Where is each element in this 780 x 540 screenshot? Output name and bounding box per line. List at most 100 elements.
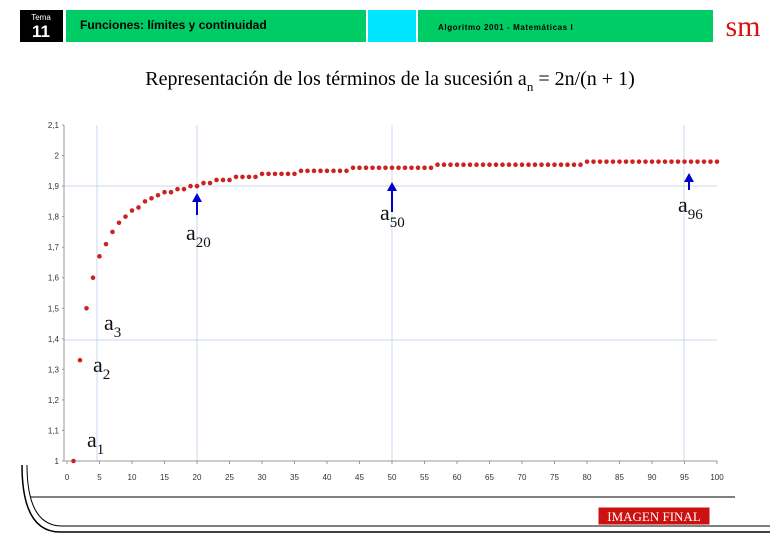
annotation-sub: 20	[196, 235, 211, 251]
y-tick-label: 2,1	[48, 121, 60, 130]
course: Algoritmo 2001 - Matemáticas I	[438, 23, 573, 32]
point	[643, 159, 648, 164]
point	[188, 183, 193, 189]
point	[123, 214, 128, 219]
point	[552, 162, 557, 168]
point	[103, 241, 109, 247]
point	[214, 177, 219, 183]
topic: Funciones: límites y continuidad	[80, 18, 267, 32]
point	[545, 162, 551, 168]
y-tick-label: 1,7	[48, 243, 60, 252]
point	[97, 254, 102, 259]
point	[84, 305, 89, 311]
point	[344, 168, 349, 174]
annotation: a96	[678, 192, 703, 223]
y-tick-label: 1,8	[48, 213, 60, 222]
tema-number: 11	[32, 22, 50, 41]
point	[409, 165, 414, 171]
point	[136, 205, 141, 210]
point	[162, 189, 167, 195]
point	[227, 177, 232, 183]
x-tick-label: 30	[258, 473, 267, 482]
point	[110, 229, 115, 235]
point	[77, 357, 83, 363]
point	[487, 162, 492, 168]
point	[181, 186, 187, 192]
x-tick-label: 50	[388, 473, 397, 482]
point	[708, 159, 713, 164]
point	[526, 162, 531, 168]
point	[389, 165, 395, 171]
y-tick-label: 1,2	[48, 396, 60, 405]
point	[617, 159, 622, 164]
point	[714, 159, 720, 164]
point	[636, 159, 642, 164]
point	[233, 174, 239, 180]
x-tick-label: 15	[160, 473, 169, 482]
point	[532, 162, 538, 168]
point	[493, 162, 499, 168]
point	[324, 168, 330, 174]
annotation: a2	[93, 352, 110, 383]
point	[448, 162, 453, 168]
point	[350, 165, 356, 171]
final-button-label[interactable]: IMAGEN FINAL	[607, 509, 701, 524]
header-bar	[66, 10, 366, 42]
x-tick-label: 5	[97, 473, 102, 482]
annotation-text: a	[186, 220, 196, 245]
point	[519, 162, 525, 168]
x-tick-label: 45	[355, 473, 364, 482]
x-tick-label: 90	[648, 473, 657, 482]
annotation-sub: 1	[97, 442, 105, 458]
point	[662, 159, 668, 164]
point	[435, 162, 440, 168]
point	[142, 199, 148, 204]
point	[591, 159, 596, 164]
point	[675, 159, 681, 164]
x-tick-label: 55	[420, 473, 429, 482]
point	[279, 171, 284, 177]
logo: sm	[725, 10, 760, 43]
x-tick-label: 60	[453, 473, 462, 482]
annotation-text: a	[380, 200, 390, 225]
arrow-head	[684, 173, 694, 182]
final-button[interactable]	[597, 506, 711, 526]
y-tick-label: 2	[55, 152, 60, 161]
point	[571, 162, 577, 168]
annotation-text: a	[93, 352, 103, 377]
point	[259, 171, 265, 177]
point	[506, 162, 512, 168]
point	[266, 171, 271, 177]
point	[402, 165, 408, 171]
x-tick-label: 85	[615, 473, 624, 482]
point	[454, 162, 460, 168]
point	[376, 165, 382, 171]
x-tick-label: 75	[550, 473, 559, 482]
x-tick-label: 0	[65, 473, 70, 482]
x-tick-label: 70	[518, 473, 527, 482]
point	[688, 159, 694, 164]
point	[318, 168, 323, 174]
point	[396, 165, 401, 171]
x-tick-label: 80	[583, 473, 592, 482]
point	[253, 174, 258, 180]
y-tick-label: 1,1	[48, 426, 60, 435]
point	[71, 458, 76, 464]
point	[220, 177, 226, 183]
point	[428, 165, 434, 171]
point	[623, 159, 629, 164]
arrow-head	[387, 182, 397, 191]
point	[201, 180, 206, 186]
point	[207, 180, 213, 186]
point	[331, 168, 336, 174]
point	[558, 162, 564, 168]
annotation-sub: 50	[390, 215, 405, 231]
annotation: a3	[104, 310, 121, 341]
annotation-sub: 2	[103, 367, 111, 383]
point	[422, 165, 427, 171]
point	[441, 162, 447, 168]
x-tick-label: 35	[290, 473, 299, 482]
point	[500, 162, 505, 168]
x-tick-label: 65	[485, 473, 494, 482]
point	[383, 165, 388, 171]
